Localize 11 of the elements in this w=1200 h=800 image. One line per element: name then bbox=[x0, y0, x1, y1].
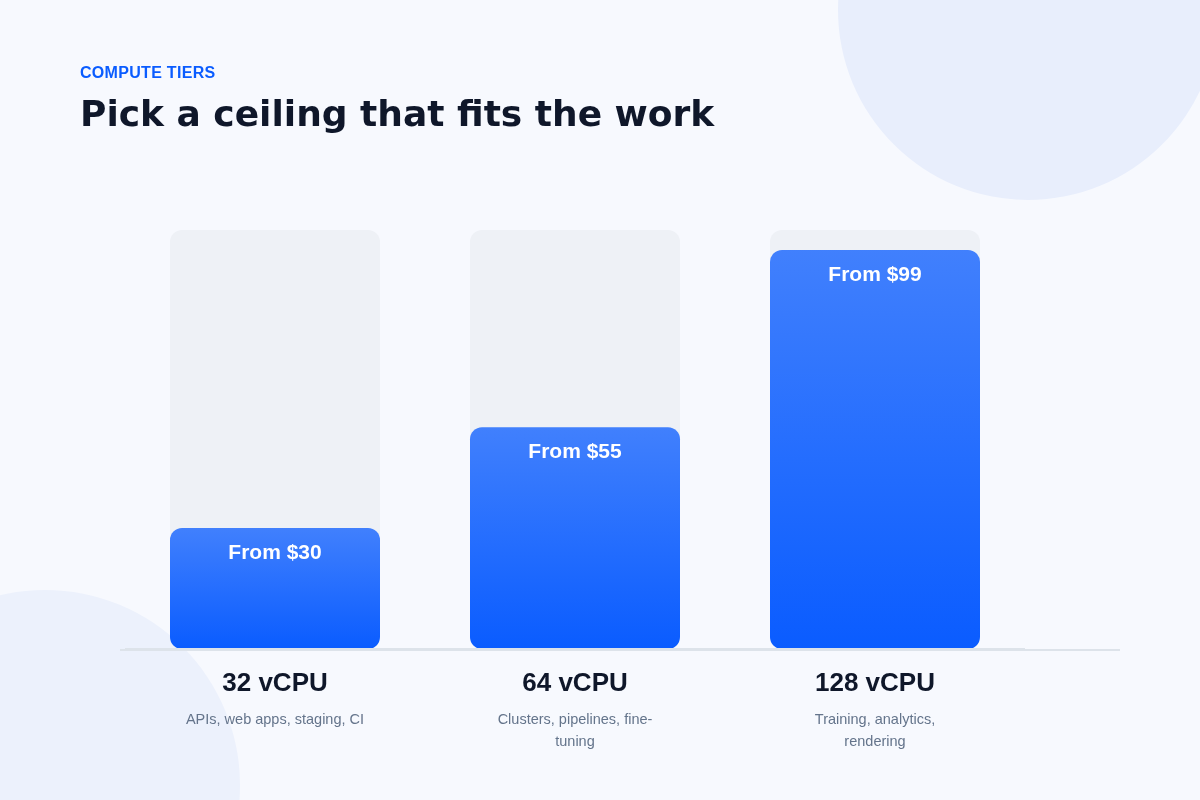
data-label: From $55 bbox=[528, 439, 623, 463]
x-tick-label: 64 vCPU bbox=[522, 667, 628, 697]
chart-subtitle: COMPUTE TIERS bbox=[80, 64, 216, 82]
text: APIs, web apps, staging, CI bbox=[185, 710, 365, 729]
x-tick-label: 128 vCPU bbox=[815, 667, 935, 697]
data-label: From $30 bbox=[228, 539, 322, 563]
x-tick-label: 32 vCPU bbox=[222, 667, 328, 697]
chart-title: Pick a ceiling that fits the work bbox=[80, 93, 715, 134]
text: Training, analytics, rendering bbox=[813, 710, 937, 751]
data-label: From $99 bbox=[828, 261, 922, 285]
text: Clusters, pipelines, fine-tuning bbox=[496, 710, 654, 751]
